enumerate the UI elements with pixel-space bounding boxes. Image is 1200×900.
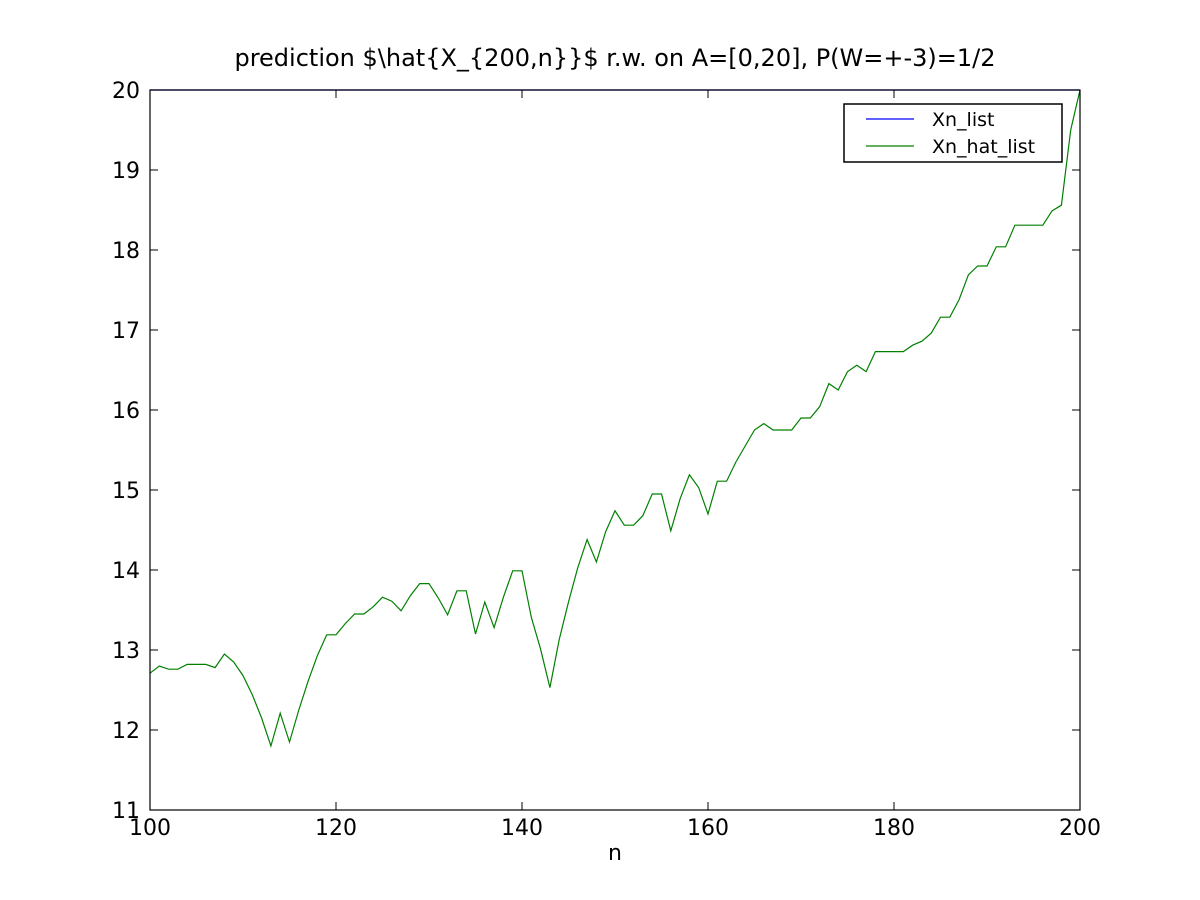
y-tick-label: 20 xyxy=(112,79,140,104)
legend-label: Xn_list xyxy=(932,109,994,131)
y-tick-label: 13 xyxy=(112,639,140,664)
y-tick-label: 19 xyxy=(112,159,140,184)
y-tick-label: 15 xyxy=(112,479,140,504)
legend-box xyxy=(843,103,1063,163)
x-tick-label: 100 xyxy=(129,816,171,841)
legend-label: Xn_hat_list xyxy=(932,136,1035,158)
x-tick-label: 120 xyxy=(315,816,357,841)
x-tick-label: 180 xyxy=(873,816,915,841)
y-tick-label: 12 xyxy=(112,719,140,744)
data-line xyxy=(149,89,1081,749)
y-tick-label: 14 xyxy=(112,559,140,584)
x-tick-label: 200 xyxy=(1059,816,1101,841)
plot-frame xyxy=(149,89,1081,811)
x-tick-label: 140 xyxy=(501,816,543,841)
y-tick-label: 17 xyxy=(112,319,140,344)
y-tick-label: 16 xyxy=(112,399,140,424)
chart-title: prediction $\hat{X_{200,n}}$ r.w. on A=[… xyxy=(234,44,995,72)
x-tick-label: 160 xyxy=(687,816,729,841)
x-axis-label: n xyxy=(608,841,622,866)
y-tick-label: 11 xyxy=(112,799,140,824)
y-tick-label: 18 xyxy=(112,239,140,264)
